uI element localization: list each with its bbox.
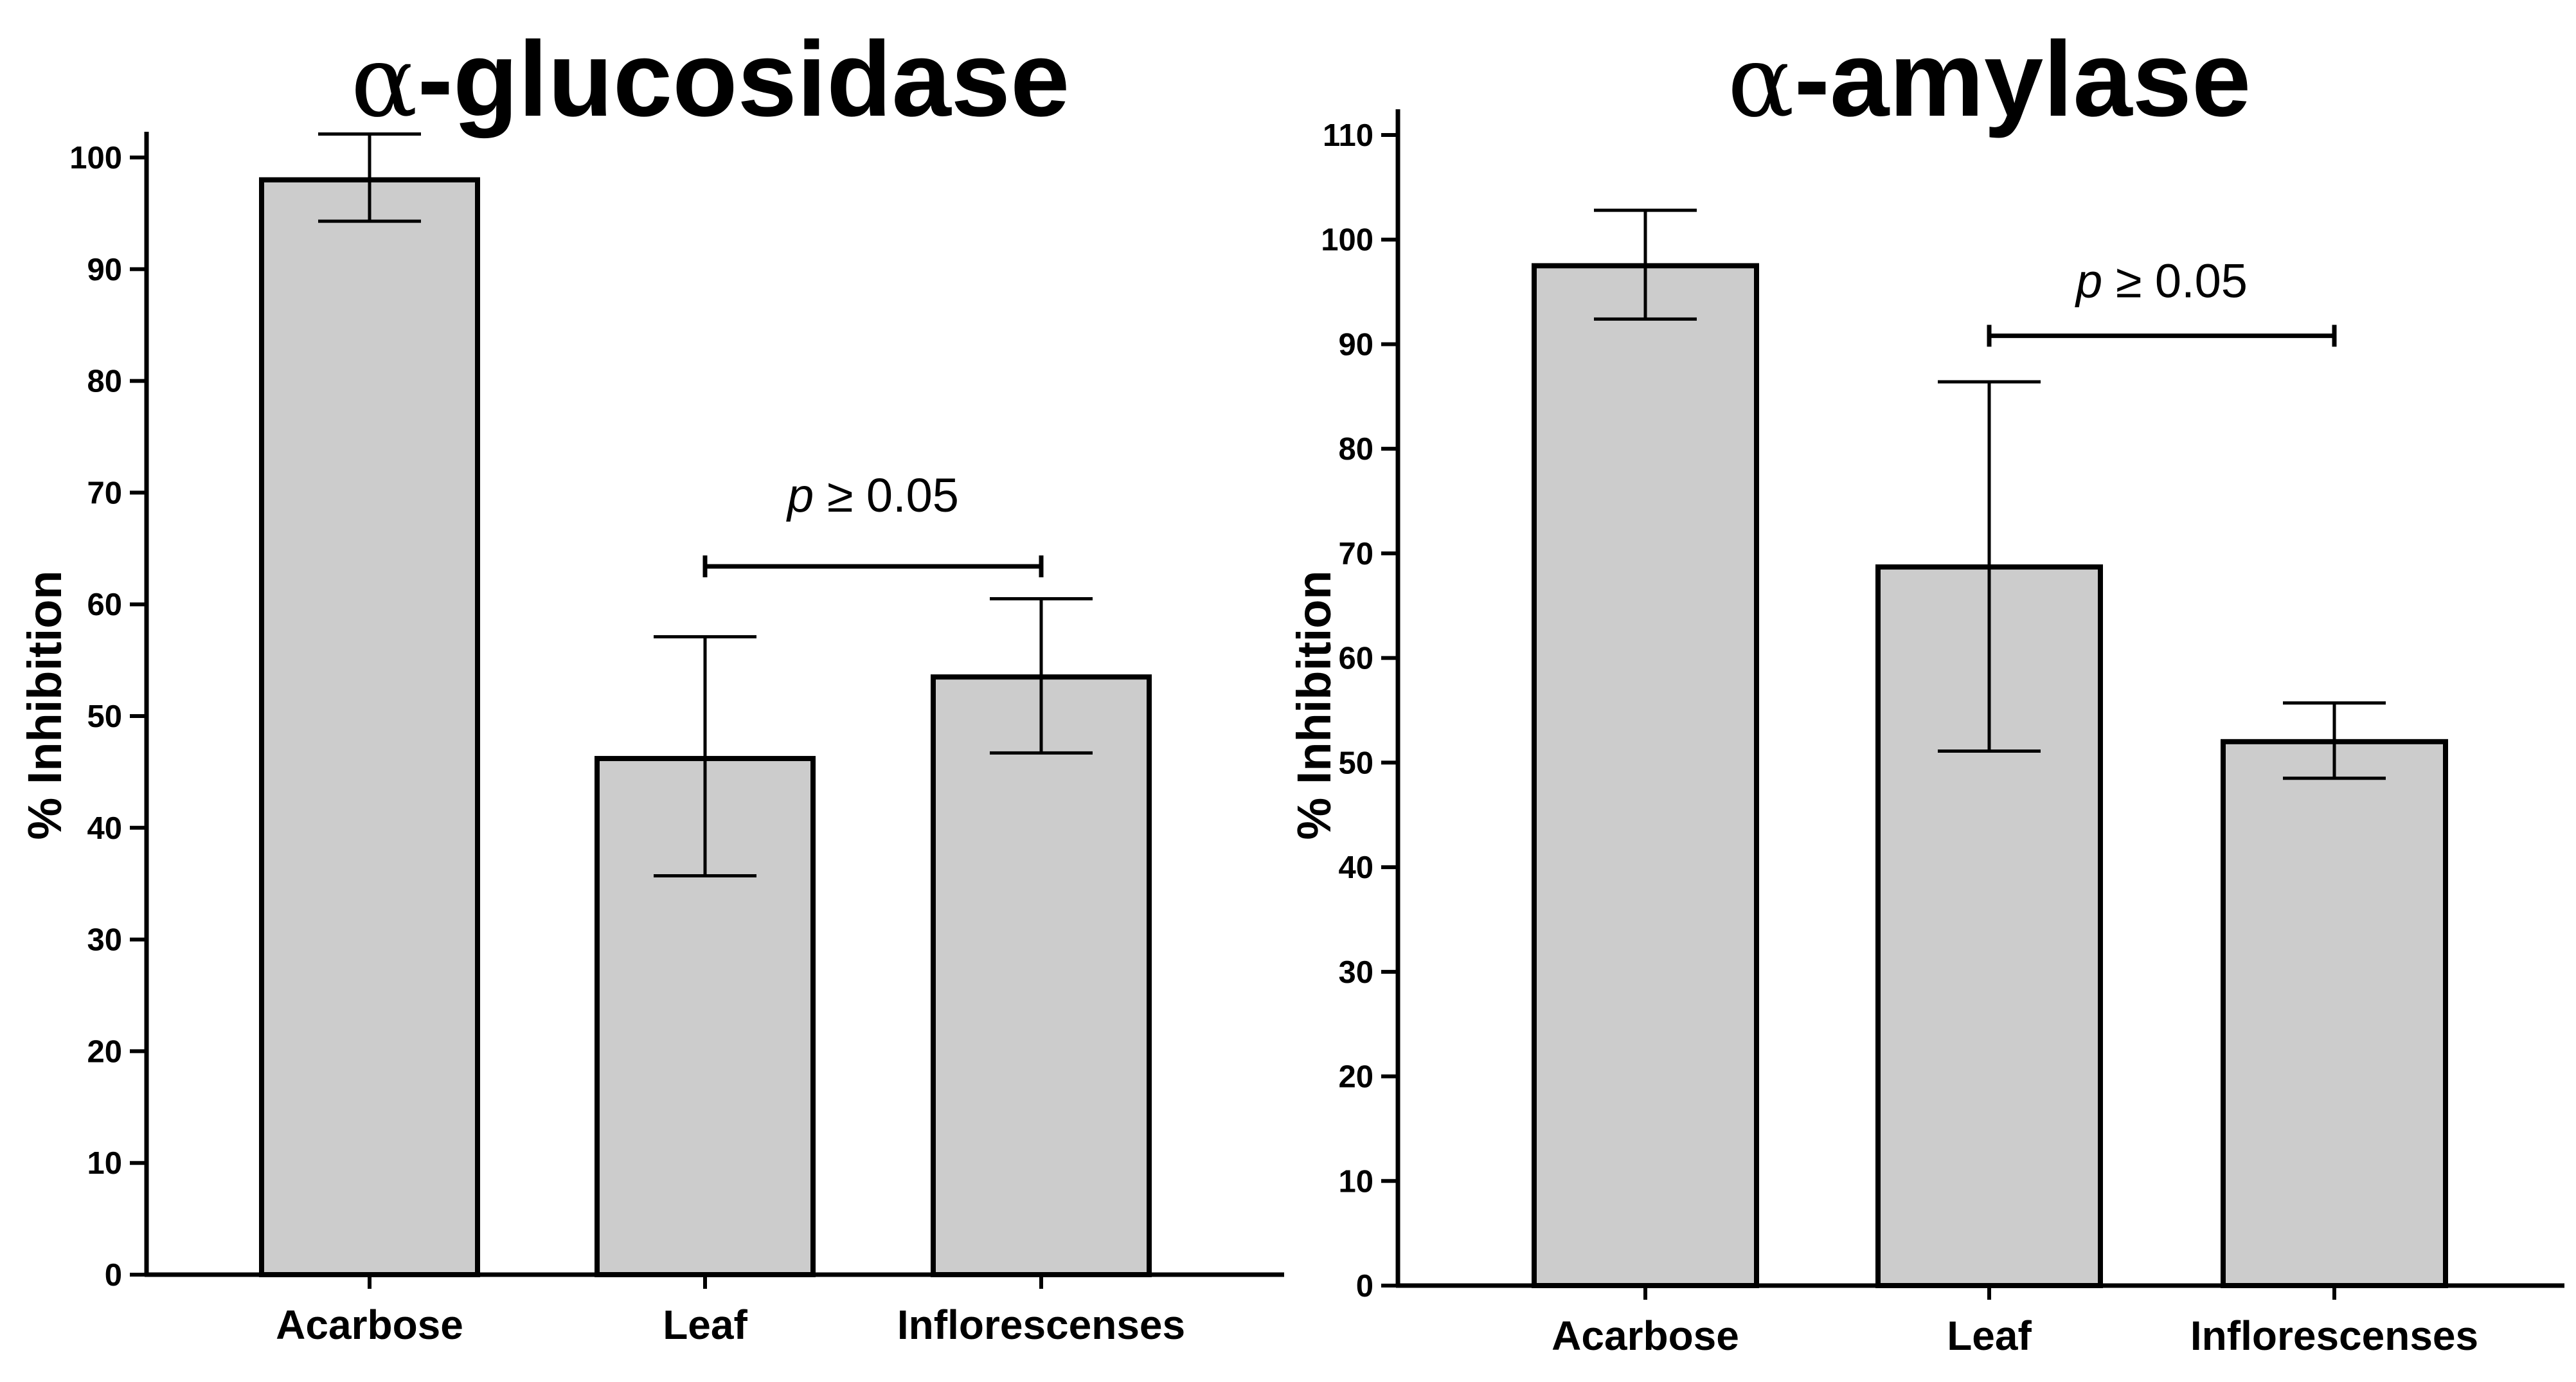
x-axis-categories: Acarbose Leaf Inflorescenses: [276, 1302, 1185, 1348]
y-tick-label: 30: [1338, 955, 1373, 990]
x-category-label: Inflorescenses: [2190, 1313, 2478, 1359]
y-axis-label: % Inhibition: [18, 570, 71, 839]
significance-annotation: p ≥ 0.05: [702, 469, 1044, 578]
y-tick-label: 70: [1338, 537, 1373, 571]
y-tick-label: 90: [87, 253, 122, 287]
x-axis-categories: Acarbose Leaf Inflorescenses: [1552, 1313, 2478, 1359]
y-tick-label: 80: [1338, 432, 1373, 467]
axes: [1395, 109, 2564, 1300]
y-axis-ticks: 0 10 20 30 40 50 60 70 80 90 100: [69, 141, 147, 1293]
bar: [2221, 739, 2448, 1289]
y-tick-label: 40: [87, 811, 122, 846]
error-bars: [1594, 208, 2386, 780]
x-category-label: Leaf: [1947, 1313, 2032, 1359]
y-axis-label: % Inhibition: [1287, 570, 1341, 839]
x-category-label: Acarbose: [276, 1302, 463, 1348]
p-value-label: p ≥ 0.05: [2075, 254, 2248, 307]
y-tick-label: 0: [105, 1258, 122, 1293]
error-bars: [318, 132, 1093, 878]
bar: [931, 674, 1152, 1278]
chart-title: α-amylase: [1728, 20, 2251, 139]
bar: [259, 177, 480, 1277]
bars: [1532, 263, 2448, 1289]
x-category-label: Leaf: [663, 1302, 747, 1348]
y-tick-label: 0: [1356, 1269, 1373, 1304]
y-tick-label: 20: [87, 1034, 122, 1069]
y-tick-label: 70: [87, 476, 122, 510]
y-tick-label: 60: [1338, 642, 1373, 676]
significance-annotation: p ≥ 0.05: [1987, 254, 2337, 347]
axes: [144, 132, 1284, 1289]
y-tick-label: 100: [1321, 223, 1373, 258]
glucosidase-chart: α-glucosidase % Inhibition 0 10 20 30 40 50 60…: [18, 20, 1284, 1348]
x-category-label: Inflorescenses: [897, 1302, 1185, 1348]
p-value-label: p ≥ 0.05: [786, 469, 959, 522]
y-tick-label: 60: [87, 588, 122, 622]
y-tick-label: 30: [87, 923, 122, 958]
y-tick-label: 10: [87, 1146, 122, 1181]
bar: [1532, 263, 1759, 1289]
x-category-label: Acarbose: [1552, 1313, 1739, 1359]
y-tick-label: 50: [1338, 746, 1373, 780]
y-tick-label: 50: [87, 699, 122, 734]
y-axis-ticks: 0 10 20 30 40 50 60 70 80 90 100 110: [1321, 118, 1398, 1304]
y-tick-label: 100: [69, 141, 122, 175]
amylase-chart: α-amylase % Inhibition 0 10 20 30 40 50 60 70 80…: [1287, 20, 2564, 1359]
y-tick-label: 110: [1323, 118, 1373, 153]
y-tick-label: 10: [1338, 1164, 1373, 1199]
y-tick-label: 40: [1338, 850, 1373, 885]
y-tick-label: 90: [1338, 327, 1373, 362]
y-tick-label: 80: [87, 364, 122, 399]
chart-title: α-glucosidase: [351, 20, 1070, 139]
y-tick-label: 20: [1338, 1060, 1373, 1095]
